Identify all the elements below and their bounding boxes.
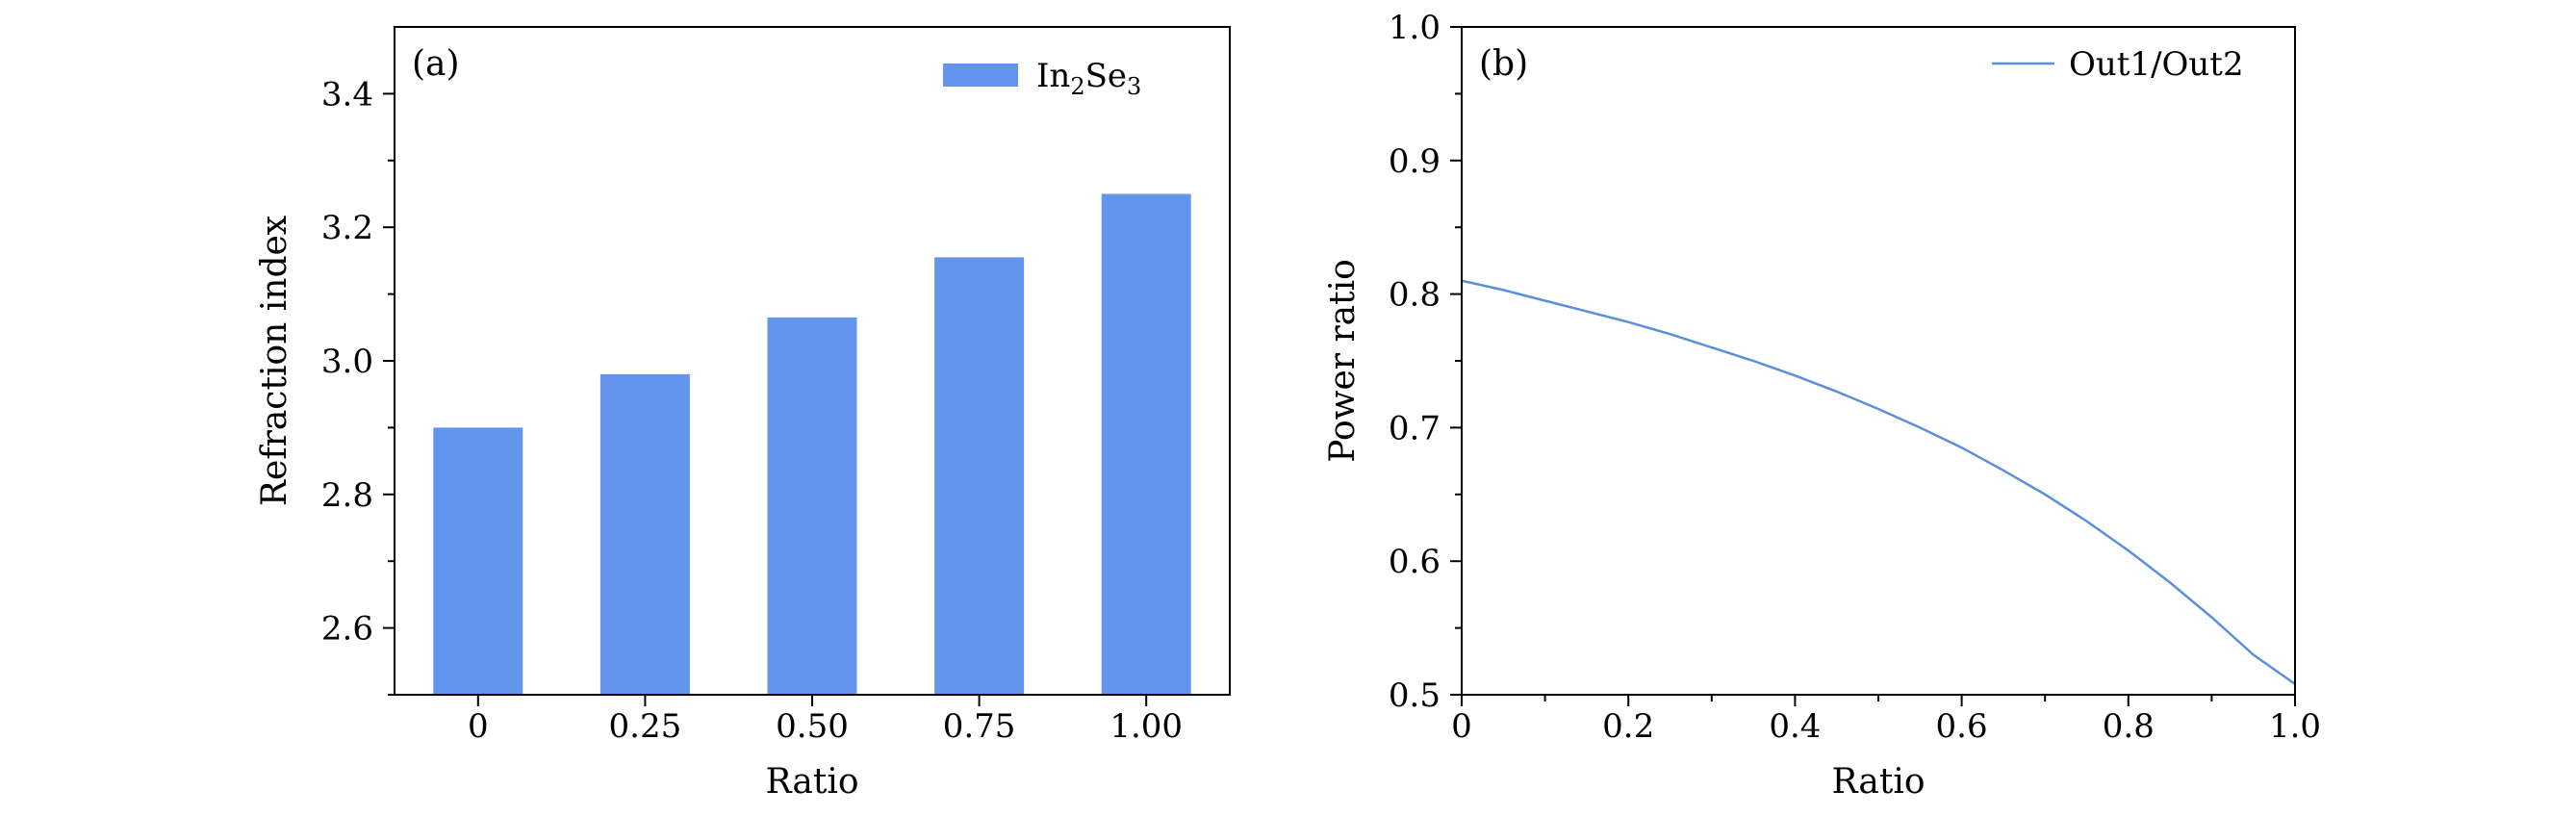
y-axis-label: Refraction index: [255, 216, 294, 506]
x-tick-label: 0.25: [609, 707, 682, 746]
y-tick-label: 0.7: [1389, 409, 1441, 447]
bar: [767, 317, 857, 695]
x-tick-label: 0.50: [776, 707, 849, 746]
x-axis-ticks: 0 0.25 0.50 0.75 1.00: [468, 695, 1183, 746]
bar: [433, 427, 523, 695]
x-tick-label: 0.75: [943, 707, 1016, 746]
x-tick-label: 0.6: [1936, 707, 1988, 746]
y-tick-label: 0.9: [1389, 142, 1441, 181]
y-tick-label: 0.5: [1389, 676, 1441, 715]
series-line-out1-out2: [1461, 279, 2296, 685]
x-tick-label: 0.8: [2103, 707, 2155, 746]
y-tick-label: 0.6: [1389, 543, 1441, 581]
y-tick-label: 3.0: [321, 343, 373, 381]
x-tick-label: 0.2: [1602, 707, 1654, 746]
legend-label-sub2: 3: [1127, 73, 1141, 100]
x-axis-label: Ratio: [1831, 762, 1925, 802]
legend: In2Se3: [943, 57, 1141, 100]
legend-swatch: [943, 64, 1018, 87]
x-tick-label: 0.4: [1769, 707, 1821, 746]
bars: [433, 193, 1191, 695]
y-tick-label: 2.8: [321, 476, 373, 515]
x-tick-label: 0: [1451, 707, 1472, 746]
y-axis-label: Power ratio: [1323, 259, 1363, 463]
panel-label: (a): [412, 44, 460, 84]
panel-label: (b): [1479, 44, 1528, 84]
y-tick-label: 3.2: [321, 209, 373, 247]
panel-a-bar-chart: 2.6 2.8 3.0 3.2 3.4 0 0.25 0.50 0.75 1.00 (a) In…: [255, 26, 1231, 802]
y-axis-ticks: 2.6 2.8 3.0 3.2 3.4: [321, 75, 395, 696]
x-axis-label: Ratio: [765, 762, 858, 802]
legend: Out1/Out2: [1992, 45, 2244, 84]
legend-label: Out1/Out2: [2069, 45, 2244, 84]
y-tick-label: 1.0: [1389, 9, 1441, 47]
y-axis-ticks: 0.5 0.6 0.7 0.8 0.9 1.0: [1389, 9, 1462, 715]
legend-label-sub1: 2: [1070, 73, 1084, 100]
bar: [934, 257, 1025, 695]
bar: [1101, 193, 1191, 695]
legend-label-main: In: [1036, 57, 1070, 95]
y-tick-label: 3.4: [321, 75, 373, 114]
y-tick-label: 0.8: [1389, 276, 1441, 315]
x-tick-label: 1.0: [2269, 707, 2321, 746]
legend-label-mid: Se: [1085, 57, 1127, 95]
legend-label: In2Se3: [1036, 57, 1141, 100]
bar: [599, 373, 690, 695]
x-tick-label: 1.00: [1109, 707, 1183, 746]
x-axis-ticks: 0 0.2 0.4 0.6 0.8 1.0: [1451, 695, 2321, 746]
y-tick-label: 2.6: [321, 610, 373, 649]
plot-frame: [1461, 26, 2296, 696]
panel-b-line-chart: 0.50.60.70.80.91.0 0 0.2 0.4 0.6 0.8 1.0 (b) …: [1323, 9, 2321, 802]
x-tick-label: 0: [468, 707, 489, 746]
